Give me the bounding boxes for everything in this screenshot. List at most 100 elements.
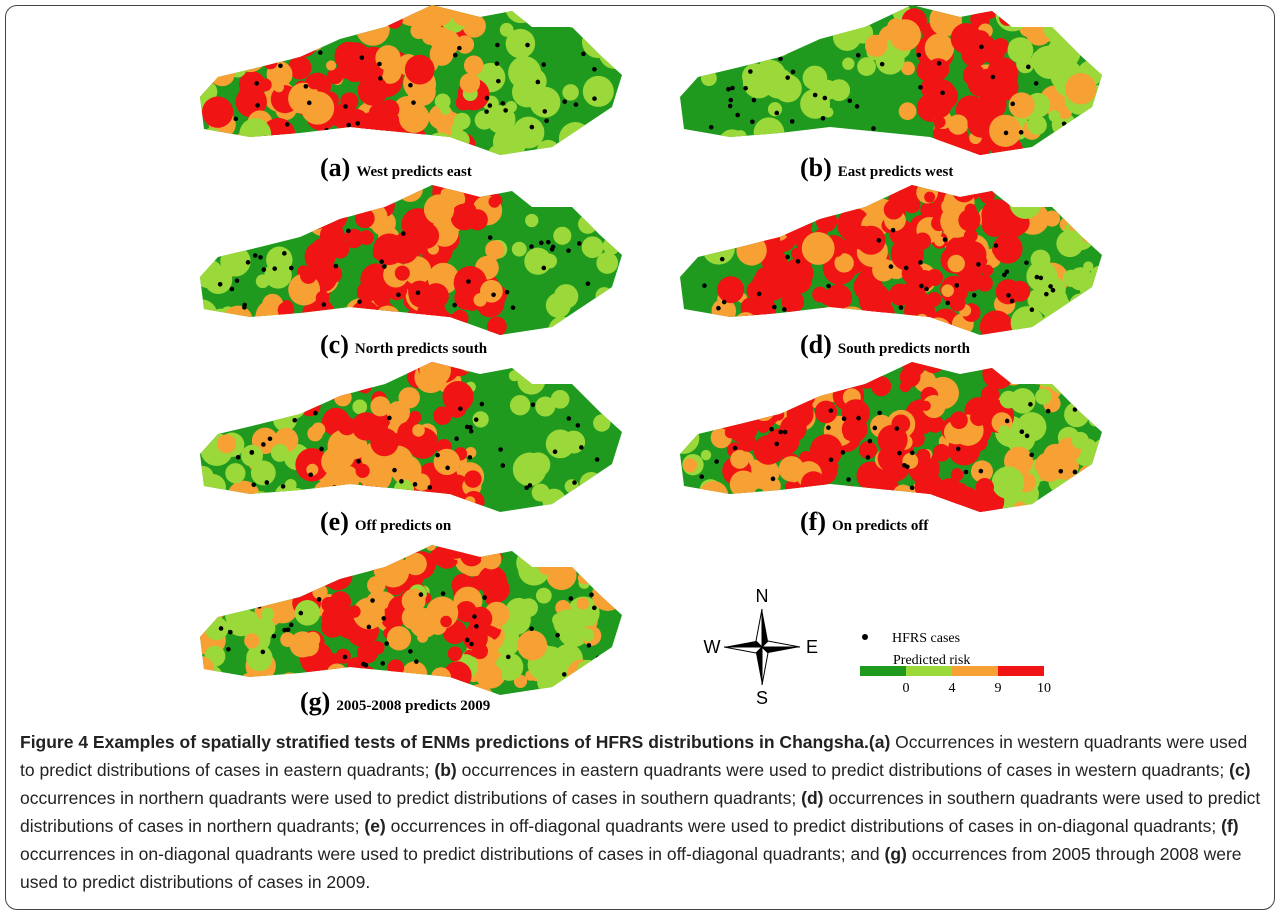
risk-patch [323,560,353,590]
risk-patch [205,317,216,328]
panel-label: (b)East predicts west [800,153,953,182]
risk-patch [851,226,875,250]
risk-patch [920,202,937,219]
case-dot [357,299,362,304]
risk-patch [230,390,254,414]
risk-patch [736,136,770,170]
risk-patch [1087,150,1101,164]
caption-label: (g) [885,844,907,864]
risk-patch [207,387,230,410]
case-dot [730,86,735,91]
map [190,347,642,529]
risk-patch [238,198,255,215]
case-dot [592,96,597,101]
case-dot [465,638,470,643]
risk-patch [1051,296,1070,315]
case-dot [765,234,770,239]
case-dot [264,480,269,485]
case-dot [308,472,313,477]
risk-patch [732,199,759,226]
risk-patch [805,360,828,383]
case-dot [257,604,262,609]
case-dot [233,117,238,122]
case-dot [474,624,479,629]
case-dot [261,442,266,447]
risk-patch [975,478,994,497]
case-dot [411,100,416,105]
risk-patch [742,63,768,89]
risk-patch [962,510,973,521]
risk-patch [350,300,379,329]
risk-patch [330,371,354,395]
risk-patch [582,26,614,58]
case-dot [756,45,761,50]
risk-patch [730,450,749,469]
risk-patch [431,667,451,687]
case-dot [595,457,600,462]
risk-patch [346,665,379,698]
risk-patch [1083,3,1109,29]
risk-patch [710,510,723,523]
risk-patch [537,140,560,163]
case-dot [292,418,297,423]
case-dot [902,463,907,468]
risk-patch [287,23,311,47]
risk-patch [207,12,218,23]
case-dot [546,240,551,245]
panel-text: North predicts south [355,341,488,357]
risk-patch [442,381,473,412]
risk-patch [402,661,427,686]
risk-patch [744,36,768,60]
risk-patch [298,365,319,386]
risk-patch [288,396,300,408]
risk-patch [352,369,375,392]
risk-patch [892,137,920,165]
risk-patch [743,355,762,374]
risk-patch [880,181,894,195]
case-dot [868,439,873,444]
risk-patch [228,500,242,514]
risk-patch [184,677,217,710]
case-dot [324,128,329,133]
risk-patch [303,204,329,230]
risk-patch [788,363,821,396]
risk-patch [927,292,942,307]
risk-patch [215,368,244,397]
risk-patch [239,118,271,150]
risk-patch [796,408,808,420]
risk-patch [757,362,782,387]
risk-patch [548,317,575,344]
case-dot [246,260,251,265]
panel-label: (d)South predicts north [800,330,971,359]
risk-patch [577,310,594,327]
risk-patch [282,36,294,48]
case-dot [1073,407,1078,412]
risk-patch [716,328,734,346]
case-dot [889,264,894,269]
case-dot [823,96,828,101]
map [668,349,1115,529]
case-dot [734,46,739,51]
case-dot [346,229,351,234]
risk-patch [202,97,233,128]
case-dot [856,53,861,58]
risk-patch [950,411,968,429]
risk-patch [202,493,225,516]
risk-patch [1026,358,1052,384]
case-dot [413,482,418,487]
case-dot [1019,130,1024,135]
case-dot [304,84,309,89]
case-dot [529,244,534,249]
case-dot [387,416,392,421]
risk-patch [375,45,400,70]
risk-patch [391,674,411,694]
risk-patch [352,189,366,203]
risk-patch [227,408,247,428]
case-dot [458,406,463,411]
map [679,170,1111,357]
risk-patch [716,403,744,431]
risk-patch [773,409,784,420]
case-dot [785,255,790,260]
case-dot [1029,453,1034,458]
risk-patch [1094,37,1108,51]
